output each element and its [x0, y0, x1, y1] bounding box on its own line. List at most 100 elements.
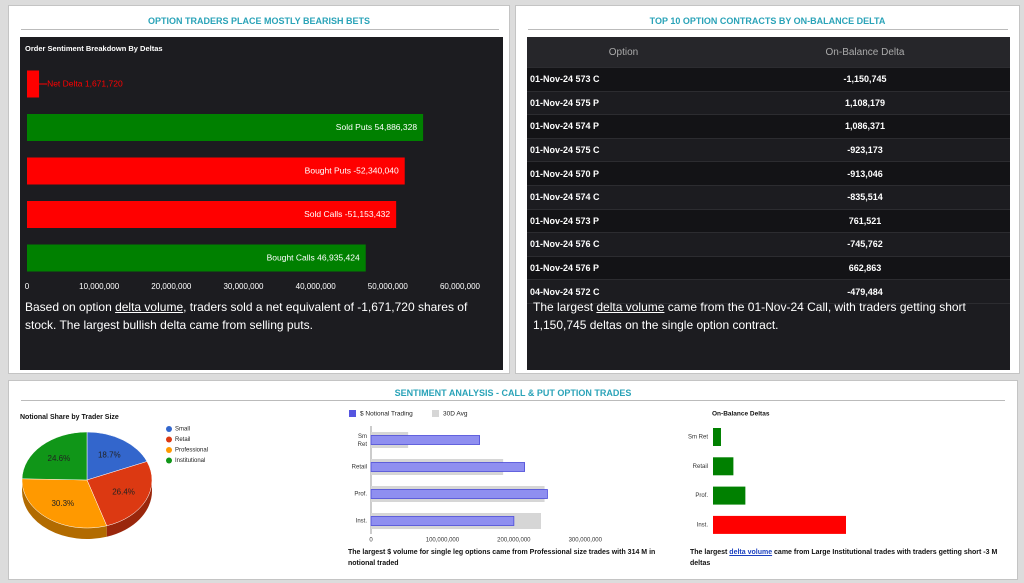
legend-swatch [349, 410, 356, 417]
cell: -479,484 [720, 279, 1010, 304]
rule [528, 29, 1008, 30]
bar [27, 70, 40, 98]
x-tick-label: 60,000,000 [440, 282, 481, 291]
x-tick-label: 20,000,000 [151, 282, 192, 291]
pie-side [106, 480, 152, 537]
bar [27, 244, 366, 272]
cell: 04-Nov-24 572 C [527, 279, 720, 304]
y-tick-label: Inst. [356, 519, 368, 525]
text: came from the 01-Nov-24 Call, with trade… [533, 300, 966, 332]
value-label: 26.4% [112, 488, 135, 497]
value-label: Sold Puts 54,886,328 [336, 122, 418, 132]
legend-label: Retail [175, 437, 190, 443]
legend-label: Small [175, 427, 190, 433]
cell: 662,863 [720, 256, 1010, 281]
link[interactable]: delta volume [115, 300, 184, 314]
pie-slice [86, 461, 153, 527]
text: Based on option [25, 300, 116, 314]
value-label: Bought Puts -52,340,040 [305, 165, 399, 175]
bar [370, 435, 480, 445]
pie-side [22, 480, 107, 539]
legend-label: 30D Avg [443, 411, 468, 418]
bar [370, 489, 548, 499]
link[interactable]: delta volume [596, 300, 665, 314]
legend-swatch [166, 457, 172, 464]
legend-label: Institutional [175, 458, 205, 464]
summary: Based on option delta volume, traders so… [25, 298, 495, 334]
value-label: 18.7% [98, 450, 121, 459]
x-tick-label: 0 [25, 282, 30, 291]
x-tick-label: 10,000,000 [79, 282, 120, 291]
text: , traders sold a net equivalent of -1,67… [25, 300, 468, 332]
value-label: Sold Calls -51,153,432 [304, 209, 390, 219]
cell: 01-Nov-24 574 C [527, 185, 720, 210]
x-tick-label: 0 [369, 538, 373, 544]
cell: -913,046 [720, 161, 1010, 186]
bar [370, 462, 525, 472]
chart-title: Notional Share by Trader Size [20, 414, 119, 421]
cell: 01-Nov-24 575 C [527, 138, 720, 163]
pie-slice [86, 431, 148, 481]
panel-title: SENTIMENT ANALYSIS - CALL & PUT OPTION T… [394, 388, 632, 398]
bar [27, 114, 424, 141]
legend-label: Professional [175, 448, 208, 454]
text: The largest [533, 300, 597, 314]
panel-title: TOP 10 OPTION CONTRACTS BY ON-BALANCE DE… [649, 16, 886, 26]
x-tick-label: 30,000,000 [223, 282, 264, 291]
cell: -923,173 [720, 138, 1010, 163]
bar [713, 486, 746, 505]
x-tick-label: 300,000,000 [569, 538, 603, 544]
cell: -745,762 [720, 232, 1010, 257]
x-tick-label: 100,000,000 [426, 538, 460, 544]
cell: 01-Nov-24 575 P [527, 91, 720, 116]
text: came from Large Institutional trades wit… [690, 549, 998, 567]
pie-slice [21, 431, 88, 481]
x-tick-label: 50,000,000 [368, 282, 409, 291]
bar [27, 157, 405, 185]
legend-swatch [166, 447, 172, 453]
text: The largest [690, 549, 730, 556]
cell: 01-Nov-24 576 P [527, 256, 720, 281]
legend-swatch [166, 426, 172, 432]
value-label: 30.3% [51, 499, 74, 508]
cell: 761,521 [720, 209, 1010, 234]
cell: -1,150,745 [720, 67, 1010, 92]
panel-title: OPTION TRADERS PLACE MOSTLY BEARISH BETS [147, 16, 371, 26]
cell: 01-Nov-24 570 P [527, 161, 720, 186]
rule [21, 29, 499, 30]
summary: The largest delta volume came from the 0… [533, 298, 1003, 334]
link[interactable]: delta volume [729, 549, 773, 556]
table: Option On-Balance Delta 01-Nov-24 573 C -1,… [527, 37, 1010, 304]
y-tick-label: Sm Ret [688, 435, 708, 441]
y-tick-label: Prof. [354, 492, 367, 498]
bar [713, 428, 721, 446]
x-tick-label: 200,000,000 [497, 538, 531, 544]
cell: 01-Nov-24 573 C [527, 67, 720, 92]
bar [713, 515, 846, 534]
header-cell: Option [527, 37, 720, 68]
y-tick-label: Retail [352, 465, 367, 471]
y-tick-label: Retail [693, 464, 708, 470]
value-label: Bought Calls 46,935,424 [267, 252, 360, 262]
header-cell: On-Balance Delta [720, 37, 1010, 68]
value-label: 24.6% [48, 454, 71, 463]
bottom-panel: SENTIMENT ANALYSIS - CALL & PUT OPTION T… [8, 380, 1018, 580]
y-tick-label: Sm Ret [358, 434, 368, 448]
legend-label: $ Notional Trading [360, 411, 413, 418]
cell: 1,086,371 [720, 114, 1010, 139]
bar [370, 516, 515, 526]
cell: 01-Nov-24 576 C [527, 232, 720, 257]
cell: 01-Nov-24 574 P [527, 114, 720, 139]
note: The largest delta volume came from Large… [690, 547, 1010, 569]
bar [27, 201, 397, 228]
pie-slice [21, 478, 108, 529]
y-tick-label: Prof. [695, 493, 708, 499]
value-label: Net Delta 1,671,720 [47, 78, 123, 88]
rule [21, 400, 1005, 401]
cell: -835,514 [720, 185, 1010, 210]
x-tick-label: 40,000,000 [296, 282, 337, 291]
chart-title: Order Sentiment Breakdown By Deltas [25, 44, 163, 53]
legend-swatch [166, 436, 172, 443]
bar [713, 457, 734, 476]
